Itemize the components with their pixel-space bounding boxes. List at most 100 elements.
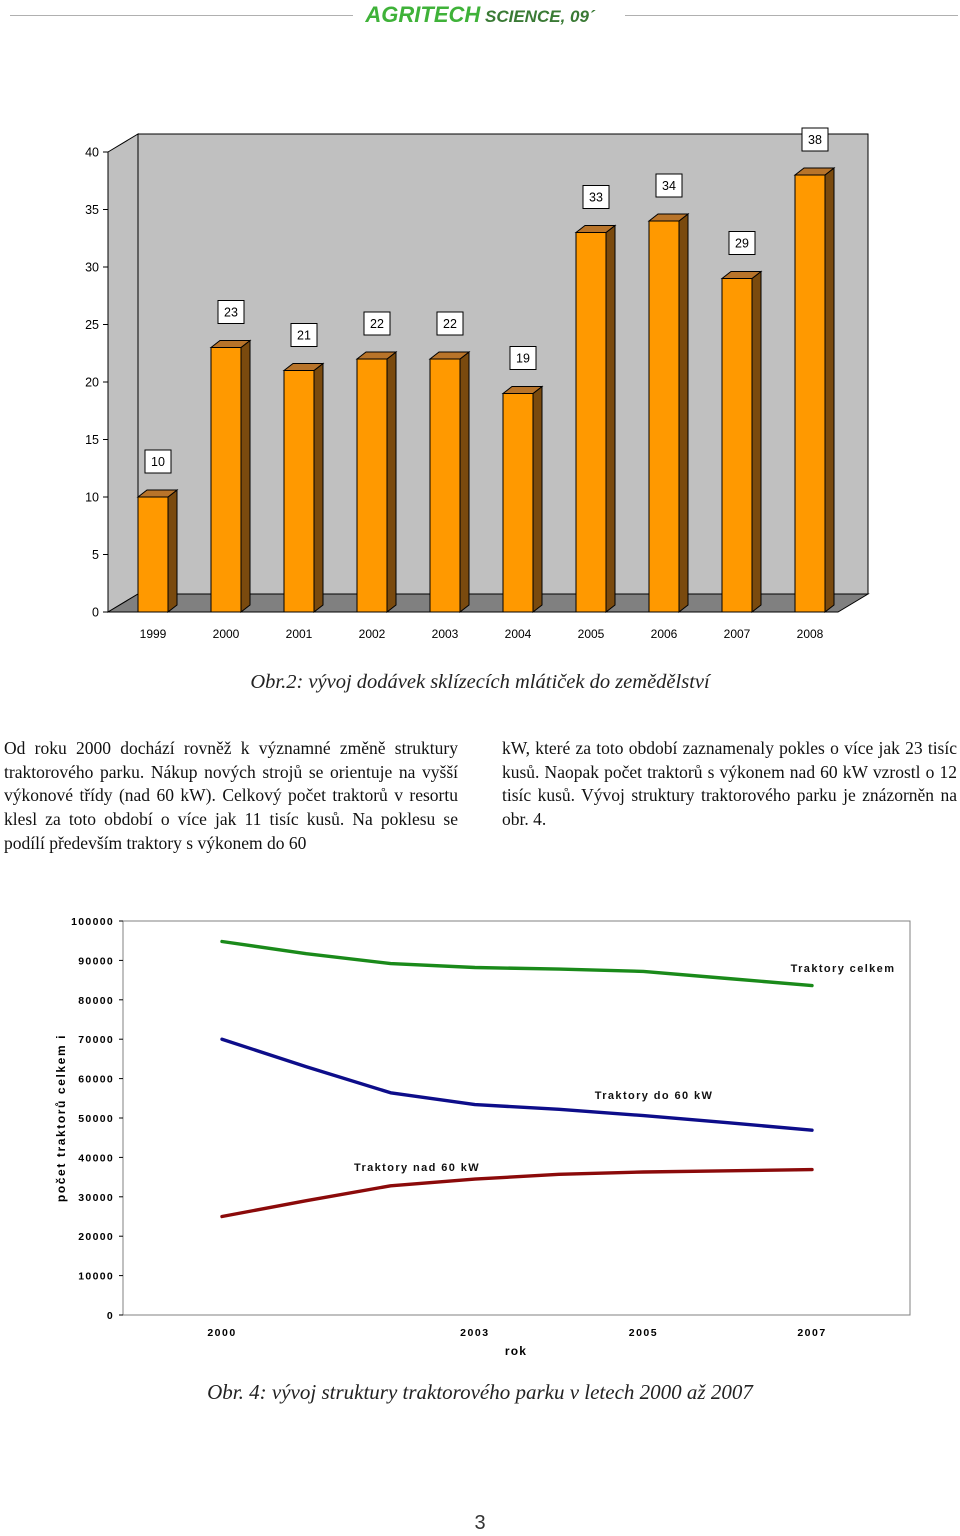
brand-tech: TECH (420, 2, 481, 27)
bar-top (428, 351, 471, 360)
bar-x-tick-label: 2000 (213, 627, 240, 641)
bar-x-tick-label: 2005 (578, 627, 605, 641)
bar-chart-labels: 0 5 10 15 20 25 30 35 40 10 1999 23 2000 21 2001 22 2002… (85, 127, 829, 641)
bar-top (574, 225, 617, 233)
bar-value-label: 22 (443, 317, 457, 331)
bar-value-label-box (290, 323, 318, 347)
bar-y-tick-label: 40 (85, 146, 99, 160)
tractor-line-chart: 0 10000 20000 30000 40000 50000 60000 70000 8000… (54, 916, 911, 1358)
bar-side (313, 362, 324, 614)
bar-x-tick-label: 2003 (432, 627, 459, 641)
bar-x-tick-label: 2006 (651, 627, 678, 641)
line-x-tick-label: 2000 (207, 1327, 236, 1339)
bar (794, 174, 826, 613)
bar-y-tick-label: 35 (85, 203, 99, 217)
bar-value-label: 33 (589, 191, 603, 205)
line-y-tick-label: 0 (107, 1310, 114, 1322)
bar-value-label: 19 (516, 352, 530, 366)
bar-top (793, 167, 836, 176)
bar-side (459, 350, 470, 614)
brand-agri: AGRI (365, 2, 421, 27)
bar-top (501, 386, 544, 394)
bar-y-tick-label: 30 (85, 261, 99, 275)
line-y-axis-label: počet traktorů celkem i (54, 1034, 68, 1202)
bar-value-label-box (582, 185, 610, 209)
bar-top (720, 271, 763, 279)
bar (356, 358, 388, 613)
bar-x-tick-label: 2004 (505, 627, 532, 641)
bar-y-tick-label: 25 (85, 318, 99, 332)
bar-value-label: 29 (735, 237, 749, 251)
line-y-tick-label: 60000 (78, 1074, 114, 1086)
bar (502, 393, 534, 613)
bar (429, 358, 461, 613)
line-chart-labels: 0 10000 20000 30000 40000 50000 60000 70000 8000… (54, 916, 896, 1358)
line-x-axis-label: rok (505, 1344, 527, 1358)
bar-value-label-box (436, 311, 464, 336)
text-column-right: kW, které za toto období zaznamenaly pok… (502, 737, 957, 832)
bar-side (386, 350, 397, 614)
line-y-tick-label: 40000 (78, 1152, 114, 1164)
bar-top (355, 351, 398, 360)
line-series-label: Traktory nad 60 kW (354, 1162, 480, 1174)
bar-value-label-box (217, 300, 245, 324)
bar-side (532, 385, 543, 614)
bar-y-tick-label: 5 (92, 548, 99, 562)
figure-2-caption: Obr.2: vývoj dodávek sklízecích mlátiček… (250, 671, 710, 693)
bar-value-label-box (363, 311, 391, 336)
bar-value-label: 34 (662, 179, 676, 193)
bar-top (282, 363, 325, 371)
bar-side (605, 224, 616, 614)
line-chart-axes (119, 920, 911, 1316)
line-y-tick-label: 10000 (78, 1271, 114, 1283)
bar (721, 278, 753, 613)
bar-value-label: 21 (297, 329, 311, 343)
line-chart-series (220, 939, 814, 1219)
line-series-label: Traktory celkem (791, 963, 896, 975)
text-column-left: Od roku 2000 dochází rovněž k významné z… (4, 737, 458, 856)
bar-chart-side-wall (107, 133, 139, 613)
bar-chart-bars (136, 166, 836, 614)
bar-y-tick-label: 15 (85, 433, 99, 447)
bar-x-tick-label: 2002 (359, 627, 386, 641)
line-y-tick-label: 100000 (71, 916, 114, 928)
line-series-label: Traktory do 60 kW (595, 1090, 714, 1102)
line-series (220, 939, 814, 988)
bar-value-label-box (801, 127, 829, 152)
line-y-tick-label: 90000 (78, 955, 114, 967)
bar-value-label-box (144, 449, 172, 474)
bar-y-tick-label: 10 (85, 491, 99, 505)
bar-top (647, 213, 690, 222)
bar-value-label-box (509, 346, 537, 370)
line-x-tick-label: 2005 (629, 1327, 658, 1339)
header-rule-right (625, 15, 958, 16)
line-y-tick-label: 70000 (78, 1034, 114, 1046)
bar-value-label: 38 (808, 133, 822, 147)
bar-value-label-box (655, 173, 683, 198)
bar-side (167, 488, 178, 614)
bar (648, 220, 680, 613)
line-series (220, 1037, 814, 1132)
line-x-tick-label: 2003 (460, 1327, 489, 1339)
bar-value-label: 23 (224, 306, 238, 320)
header-rule-left (10, 15, 360, 16)
harvester-bar-chart: 0 5 10 15 20 25 30 35 40 10 1999 23 2000 21 2001 22 2002… (85, 127, 870, 641)
bar-x-tick-label: 2001 (286, 627, 313, 641)
line-y-tick-label: 80000 (78, 995, 114, 1007)
line-y-tick-label: 30000 (78, 1192, 114, 1204)
paragraph-left: Od roku 2000 dochází rovněž k významné z… (4, 738, 458, 853)
line-y-tick-label: 20000 (78, 1231, 114, 1243)
bar (283, 370, 315, 613)
page-number: 3 (474, 1512, 486, 1534)
line-y-tick-label: 50000 (78, 1113, 114, 1125)
bar-top (209, 340, 252, 348)
bar-value-label: 10 (151, 455, 165, 469)
bar-y-tick-label: 0 (92, 606, 99, 620)
bar-x-tick-label: 1999 (140, 627, 167, 641)
bar-x-tick-label: 2008 (797, 627, 824, 641)
line-chart-plot-area (122, 920, 911, 1316)
bar-value-label: 22 (370, 317, 384, 331)
bar-side (824, 166, 835, 614)
figure-4-caption: Obr. 4: vývoj struktury traktorového par… (207, 1380, 753, 1404)
journal-issue: SCIENCE, 09´ (480, 7, 595, 26)
